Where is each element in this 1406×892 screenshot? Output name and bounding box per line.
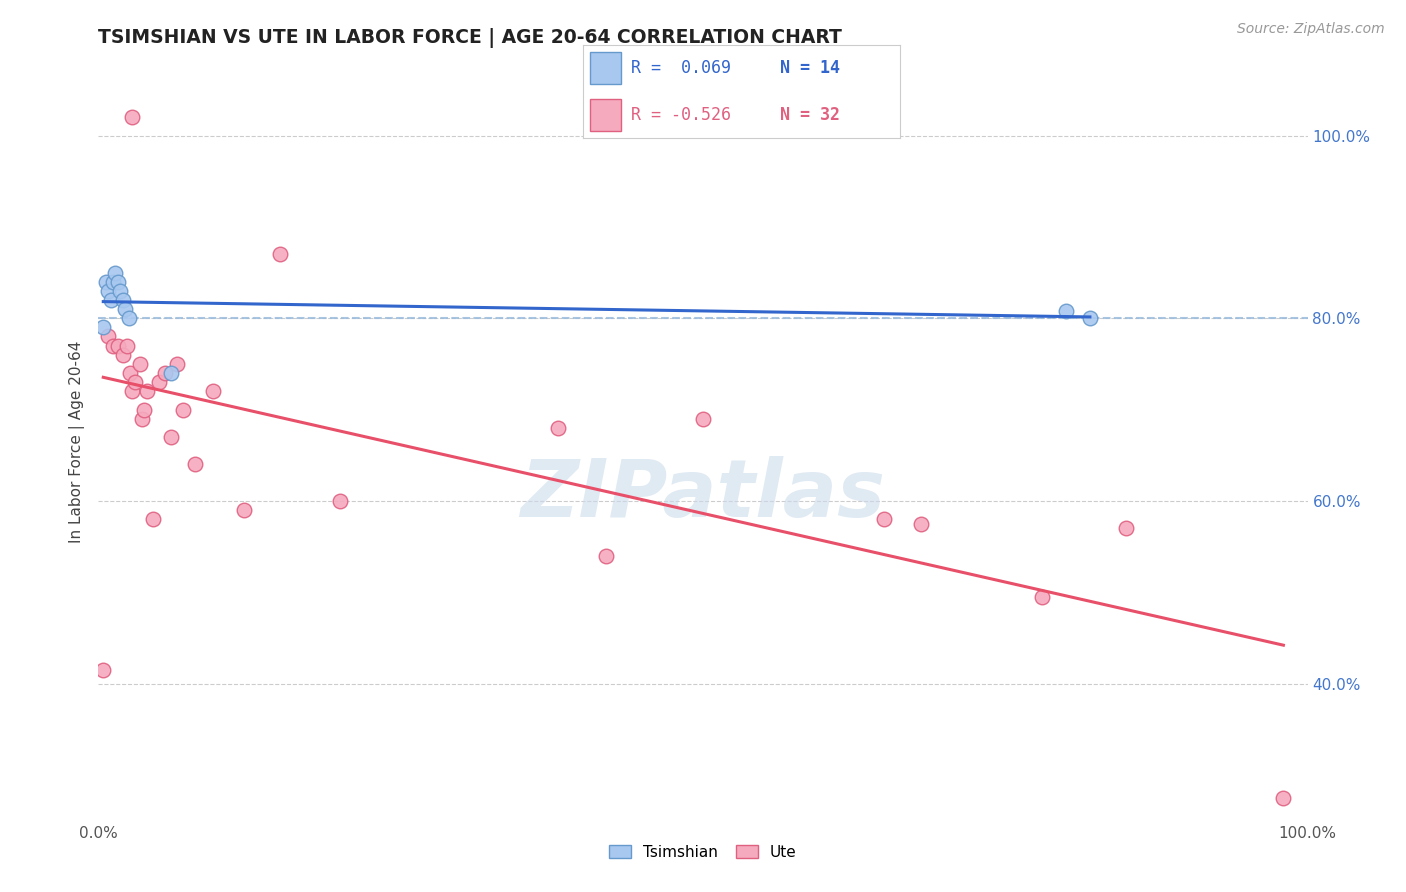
Point — [1272, 790, 1295, 805]
Point — [121, 384, 143, 399]
Point — [121, 110, 143, 124]
Point — [329, 494, 352, 508]
Point — [100, 293, 122, 307]
Point — [166, 357, 188, 371]
Point — [172, 402, 194, 417]
Point — [111, 348, 134, 362]
Point — [1054, 304, 1077, 318]
Point — [118, 311, 141, 326]
Point — [104, 266, 127, 280]
Point — [160, 430, 183, 444]
Point — [202, 384, 225, 399]
Point — [114, 302, 136, 317]
Point — [1115, 521, 1137, 535]
Point — [91, 320, 114, 334]
Text: TSIMSHIAN VS UTE IN LABOR FORCE | AGE 20-64 CORRELATION CHART: TSIMSHIAN VS UTE IN LABOR FORCE | AGE 20… — [98, 28, 842, 48]
Point — [148, 375, 170, 389]
Point — [595, 549, 617, 563]
Point — [910, 516, 932, 531]
Point — [111, 293, 134, 307]
Text: R =  0.069: R = 0.069 — [631, 60, 731, 78]
Point — [1078, 311, 1101, 326]
Point — [107, 275, 129, 289]
Point — [135, 384, 157, 399]
Point — [97, 329, 120, 343]
Point — [142, 512, 165, 526]
Point — [269, 247, 291, 261]
Point — [108, 284, 131, 298]
Text: N = 32: N = 32 — [779, 106, 839, 124]
Point — [128, 357, 150, 371]
Point — [131, 411, 153, 425]
Point — [153, 366, 176, 380]
Point — [117, 338, 139, 352]
Point — [94, 275, 117, 289]
Point — [101, 338, 124, 352]
Point — [184, 458, 207, 472]
Point — [118, 366, 141, 380]
Point — [692, 411, 714, 425]
Point — [160, 366, 183, 380]
Point — [91, 663, 114, 677]
Point — [101, 275, 124, 289]
Y-axis label: In Labor Force | Age 20-64: In Labor Force | Age 20-64 — [69, 341, 86, 542]
Point — [107, 338, 129, 352]
Point — [1031, 590, 1053, 604]
Point — [97, 284, 120, 298]
Point — [873, 512, 896, 526]
Point — [232, 503, 254, 517]
Text: R = -0.526: R = -0.526 — [631, 106, 731, 124]
Legend: Tsimshian, Ute: Tsimshian, Ute — [603, 838, 803, 866]
Point — [547, 421, 569, 435]
Point — [134, 402, 156, 417]
FancyBboxPatch shape — [591, 52, 621, 84]
Text: ZIPatlas: ZIPatlas — [520, 456, 886, 533]
FancyBboxPatch shape — [591, 99, 621, 131]
Text: N = 14: N = 14 — [779, 60, 839, 78]
Text: Source: ZipAtlas.com: Source: ZipAtlas.com — [1237, 22, 1385, 37]
Point — [124, 375, 146, 389]
